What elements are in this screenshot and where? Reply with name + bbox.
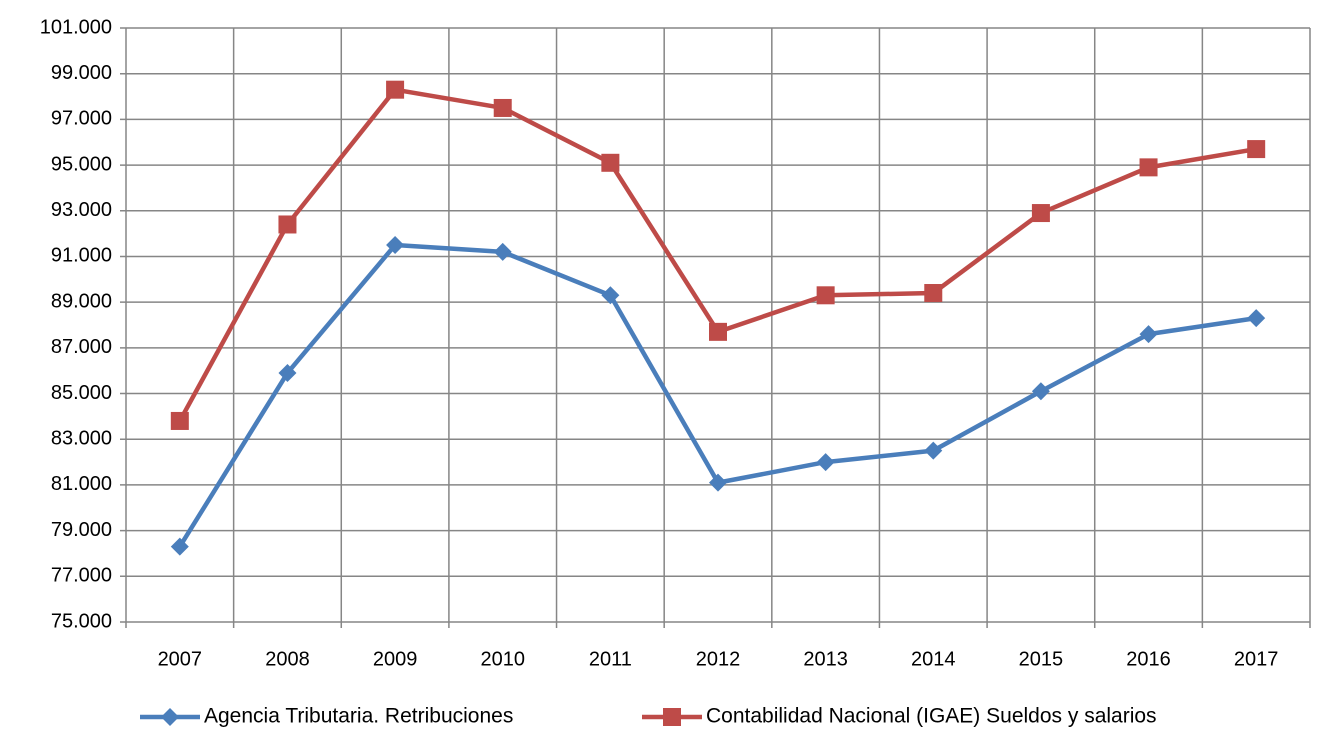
y-tick-label: 83.000 [51, 428, 112, 450]
point-marker [1247, 309, 1266, 328]
y-tick-label: 81.000 [51, 473, 112, 495]
y-tick-label: 101.000 [40, 16, 112, 38]
x-tick-label: 2007 [158, 648, 203, 670]
y-tick-label: 89.000 [51, 290, 112, 312]
point-marker [924, 284, 943, 303]
legend-text: Contabilidad Nacional (IGAE) Sueldos y s… [706, 705, 1157, 728]
point-marker [709, 473, 727, 492]
point-marker [1139, 158, 1158, 177]
x-tick-label: 2014 [911, 648, 956, 670]
legend-marker [663, 708, 681, 726]
y-tick-label: 95.000 [51, 153, 112, 175]
point-marker [386, 80, 405, 99]
point-marker [170, 411, 189, 430]
x-tick-label: 2011 [589, 648, 632, 670]
x-tick-label: 2009 [373, 648, 418, 670]
point-marker [601, 286, 620, 305]
y-tick-label: 79.000 [51, 519, 112, 541]
point-marker [493, 242, 512, 261]
point-marker [924, 441, 943, 460]
point-marker [709, 322, 727, 341]
x-tick-label: 2017 [1234, 648, 1279, 670]
y-tick-label: 99.000 [51, 62, 112, 84]
point-marker [170, 537, 189, 556]
point-marker [816, 453, 835, 472]
point-marker [278, 215, 297, 234]
x-tick-label: 2012 [696, 648, 741, 670]
point-marker [493, 98, 512, 117]
point-marker [1247, 140, 1266, 159]
point-marker [1031, 204, 1050, 223]
point-marker [386, 236, 405, 255]
x-tick-label: 2010 [480, 648, 525, 670]
x-tick-label: 2015 [1019, 648, 1064, 670]
point-marker [278, 363, 297, 382]
y-tick-label: 75.000 [51, 610, 112, 632]
legend-text: Agencia Tributaria. Retribuciones [204, 705, 513, 728]
x-tick-label: 2013 [803, 648, 848, 670]
legend-marker [161, 708, 179, 726]
point-marker [601, 153, 620, 172]
y-tick-label: 87.000 [51, 336, 112, 358]
x-tick-label: 2008 [265, 648, 310, 670]
y-tick-label: 93.000 [51, 199, 112, 221]
y-tick-label: 85.000 [51, 382, 112, 404]
point-marker [816, 286, 835, 305]
point-marker [1031, 382, 1050, 401]
point-marker [1139, 325, 1158, 344]
y-tick-label: 91.000 [51, 245, 112, 267]
x-tick-label: 2016 [1126, 648, 1171, 670]
y-tick-label: 97.000 [51, 108, 112, 130]
y-tick-label: 77.000 [51, 565, 112, 587]
